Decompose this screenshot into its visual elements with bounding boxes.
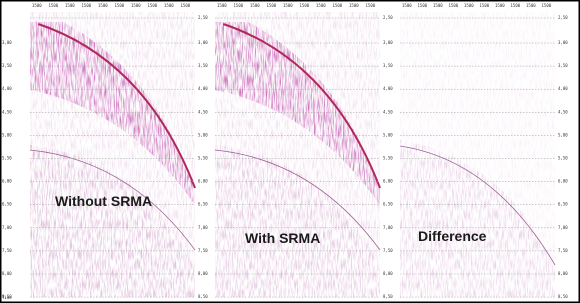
time-label-right: 2,50 — [383, 15, 393, 20]
time-label-right: 8,00 — [198, 271, 208, 276]
time-label-right: 4,50 — [198, 109, 208, 114]
time-label-left: 3,50 — [2, 63, 12, 68]
trace-header: 1500 — [115, 3, 125, 8]
time-label-right: 5,00 — [198, 132, 208, 137]
panel-label: Difference — [418, 228, 487, 244]
time-label-right: 4,50 — [558, 109, 568, 114]
trace-header: 1500 — [366, 3, 376, 8]
trace-header: 1500 — [333, 3, 343, 8]
time-label-right: 2,50 — [198, 15, 208, 20]
trace-header: 1500 — [217, 3, 227, 8]
time-label-left: 3,00 — [2, 40, 12, 45]
time-label-right: 8,50 — [198, 294, 208, 299]
time-label-right: 5,50 — [558, 156, 568, 161]
time-label-right: 8,00 — [383, 271, 393, 276]
axis-title: Time — [2, 295, 12, 300]
trace-header: 1500 — [526, 3, 536, 8]
time-label-left: 4,50 — [2, 109, 12, 114]
time-label-left: 6,50 — [2, 202, 12, 207]
trace-header: 1500 — [433, 3, 443, 8]
time-label-right: 4,00 — [383, 86, 393, 91]
time-label-left: 7,00 — [2, 225, 12, 230]
trace-header: 1500 — [181, 3, 191, 8]
trace-header: 1500 — [480, 3, 490, 8]
time-label-right: 8,50 — [383, 294, 393, 299]
trace-header: 1500 — [98, 3, 108, 8]
trace-header: 1500 — [402, 3, 412, 8]
time-label-right: 7,00 — [198, 225, 208, 230]
trace-header: 1500 — [349, 3, 359, 8]
time-label-right: 6,00 — [198, 179, 208, 184]
time-label-right: 3,50 — [198, 63, 208, 68]
trace-header: 1500 — [65, 3, 75, 8]
trace-header: 1500 — [148, 3, 158, 8]
time-label-right: 4,00 — [558, 86, 568, 91]
panel-label: Without SRMA — [55, 193, 152, 209]
time-label-right: 8,00 — [558, 271, 568, 276]
time-label-right: 6,50 — [198, 202, 208, 207]
time-label-left: 8,00 — [2, 271, 12, 276]
time-label-right: 6,00 — [383, 179, 393, 184]
time-label-right: 5,00 — [383, 132, 393, 137]
trace-header: 1500 — [316, 3, 326, 8]
time-label-right: 2,50 — [558, 15, 568, 20]
trace-header: 1500 — [418, 3, 428, 8]
time-label-right: 3,50 — [383, 63, 393, 68]
time-label-right: 8,50 — [558, 294, 568, 299]
time-label-right: 5,50 — [198, 156, 208, 161]
time-label-right: 3,00 — [198, 40, 208, 45]
time-label-right: 6,50 — [558, 202, 568, 207]
time-label-left: 7,50 — [2, 248, 12, 253]
time-label-right: 6,50 — [383, 202, 393, 207]
time-label-right: 3,00 — [383, 40, 393, 45]
trace-header: 1500 — [542, 3, 552, 8]
trace-header: 1500 — [164, 3, 174, 8]
time-label-right: 6,00 — [558, 179, 568, 184]
trace-header: 1500 — [464, 3, 474, 8]
time-label-right: 7,50 — [383, 248, 393, 253]
time-label-right: 5,50 — [383, 156, 393, 161]
time-label-right: 5,00 — [558, 132, 568, 137]
time-label-left: 5,50 — [2, 156, 12, 161]
trace-header: 1500 — [267, 3, 277, 8]
trace-header: 1500 — [234, 3, 244, 8]
trace-header: 1500 — [32, 3, 42, 8]
time-label-right: 4,50 — [383, 109, 393, 114]
time-label-left: 4,00 — [2, 86, 12, 91]
trace-header: 1500 — [495, 3, 505, 8]
time-label-right: 7,50 — [558, 248, 568, 253]
time-label-right: 7,50 — [198, 248, 208, 253]
time-label-right: 3,50 — [558, 63, 568, 68]
trace-header: 1500 — [511, 3, 521, 8]
panel-label: With SRMA — [245, 230, 320, 246]
time-label-left: 6,00 — [2, 179, 12, 184]
time-label-right: 4,00 — [198, 86, 208, 91]
time-label-right: 7,00 — [383, 225, 393, 230]
trace-header: 1500 — [250, 3, 260, 8]
trace-header: 1500 — [131, 3, 141, 8]
trace-header: 1500 — [283, 3, 293, 8]
seismic-figure: 2,50 3,00 3,00 3,50 3,50 4,00 4,00 4,50 4,50 5,00… — [0, 0, 580, 303]
trace-header: 1500 — [82, 3, 92, 8]
time-label-right: 7,00 — [558, 225, 568, 230]
trace-header: 1500 — [49, 3, 59, 8]
trace-header: 1500 — [449, 3, 459, 8]
time-label-right: 3,00 — [558, 40, 568, 45]
trace-header: 1500 — [300, 3, 310, 8]
time-label-left: 5,00 — [2, 132, 12, 137]
